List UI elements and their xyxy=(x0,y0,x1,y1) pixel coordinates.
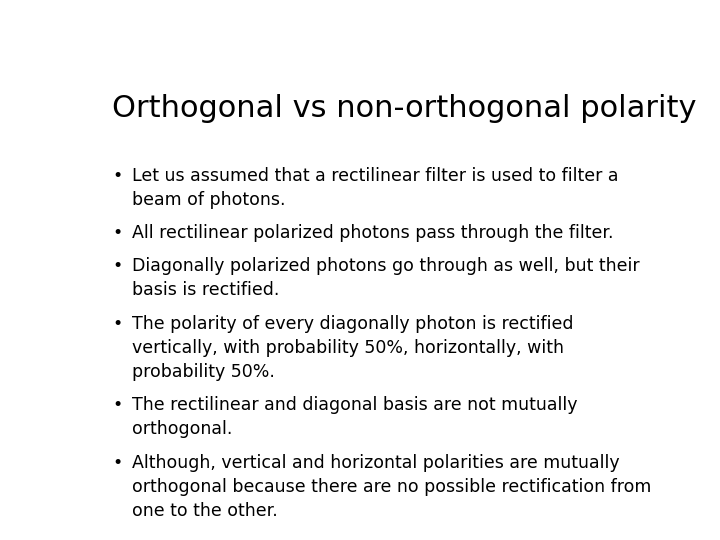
Text: one to the other.: one to the other. xyxy=(132,502,278,520)
Text: vertically, with probability 50%, horizontally, with: vertically, with probability 50%, horizo… xyxy=(132,339,564,357)
Text: Orthogonal vs non-orthogonal polarity: Orthogonal vs non-orthogonal polarity xyxy=(112,94,697,123)
Text: •: • xyxy=(112,224,122,242)
Text: Let us assumed that a rectilinear filter is used to filter a: Let us assumed that a rectilinear filter… xyxy=(132,167,618,185)
Text: •: • xyxy=(112,167,122,185)
Text: orthogonal.: orthogonal. xyxy=(132,420,233,438)
Text: •: • xyxy=(112,315,122,333)
Text: •: • xyxy=(112,396,122,414)
Text: •: • xyxy=(112,258,122,275)
Text: basis is rectified.: basis is rectified. xyxy=(132,281,279,300)
Text: orthogonal because there are no possible rectification from: orthogonal because there are no possible… xyxy=(132,478,651,496)
Text: •: • xyxy=(112,454,122,471)
Text: Although, vertical and horizontal polarities are mutually: Although, vertical and horizontal polari… xyxy=(132,454,619,471)
Text: The rectilinear and diagonal basis are not mutually: The rectilinear and diagonal basis are n… xyxy=(132,396,577,414)
Text: Diagonally polarized photons go through as well, but their: Diagonally polarized photons go through … xyxy=(132,258,639,275)
Text: probability 50%.: probability 50%. xyxy=(132,363,275,381)
Text: beam of photons.: beam of photons. xyxy=(132,191,285,209)
Text: All rectilinear polarized photons pass through the filter.: All rectilinear polarized photons pass t… xyxy=(132,224,613,242)
Text: The polarity of every diagonally photon is rectified: The polarity of every diagonally photon … xyxy=(132,315,573,333)
